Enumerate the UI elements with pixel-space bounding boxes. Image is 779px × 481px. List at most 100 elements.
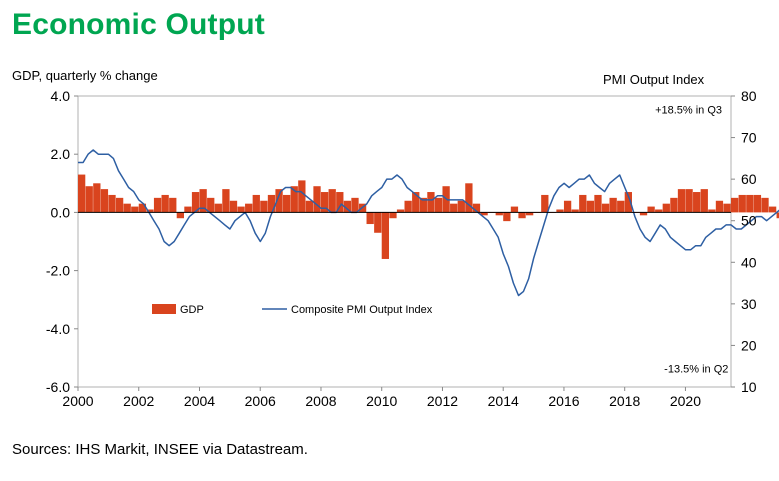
left-tick-label: 4.0 xyxy=(51,88,71,104)
gdp-bar xyxy=(715,200,724,213)
gdp-bar xyxy=(472,203,481,213)
x-tick-label: 2010 xyxy=(366,393,397,409)
gdp-bar xyxy=(495,212,503,216)
x-tick-label: 2000 xyxy=(62,393,93,409)
gdp-bar xyxy=(260,200,268,213)
gdp-bar xyxy=(434,197,443,213)
gdp-bar xyxy=(396,209,405,213)
gdp-bar xyxy=(518,212,526,219)
gdp-bar xyxy=(685,189,693,213)
gdp-bar xyxy=(252,194,260,213)
gdp-bar xyxy=(525,212,534,216)
right-tick-label: 70 xyxy=(741,130,757,146)
gdp-bar xyxy=(237,206,245,213)
gdp-bar xyxy=(245,203,253,213)
gdp-bar xyxy=(320,192,329,213)
gdp-bar xyxy=(594,194,602,213)
gdp-bar xyxy=(639,212,648,216)
gdp-bar xyxy=(761,197,769,213)
gdp-bar xyxy=(571,209,579,213)
x-tick-label: 2012 xyxy=(427,393,458,409)
legend-gdp-label: GDP xyxy=(180,304,204,316)
right-tick-label: 20 xyxy=(741,337,757,353)
annotation-label: -13.5% in Q2 xyxy=(664,363,728,375)
right-tick-label: 80 xyxy=(741,88,757,104)
source-note: Sources: IHS Markit, INSEE via Datastrea… xyxy=(12,441,308,458)
gdp-bar xyxy=(670,197,678,213)
legend: GDP Composite PMI Output Index xyxy=(152,304,433,316)
chart-frame xyxy=(77,95,732,388)
gdp-bar xyxy=(283,194,291,213)
gdp-bar xyxy=(153,197,162,213)
gdp-bar xyxy=(131,206,139,213)
right-tick-label: 50 xyxy=(741,213,757,229)
left-axis-title: GDP, quarterly % change xyxy=(12,68,158,83)
gdp-bar xyxy=(662,203,670,213)
gdp-bar xyxy=(609,197,617,213)
plot-frame xyxy=(77,95,732,388)
gdp-bar xyxy=(191,192,200,213)
gdp-bar xyxy=(419,197,427,213)
gdp-bar xyxy=(723,203,731,213)
gdp-bar xyxy=(427,192,435,213)
gdp-bar xyxy=(510,206,519,213)
gdp-bar xyxy=(146,209,154,213)
pmi-line xyxy=(78,149,779,297)
legend-pmi-label: Composite PMI Output Index xyxy=(291,304,433,316)
gdp-bar xyxy=(267,194,276,213)
gdp-bar xyxy=(480,212,488,216)
gdp-bar xyxy=(176,212,184,219)
gdp-bar xyxy=(541,194,549,213)
left-tick-label: -4.0 xyxy=(46,321,70,337)
x-tick-label: 2016 xyxy=(548,393,579,409)
gdp-bar xyxy=(100,189,109,213)
gdp-bar xyxy=(366,212,374,225)
gdp-bar xyxy=(298,180,306,213)
right-tick-label: 30 xyxy=(741,296,757,312)
gdp-bar xyxy=(503,212,511,222)
gdp-bar xyxy=(677,189,686,213)
gdp-bar xyxy=(199,189,207,213)
x-tick-label: 2006 xyxy=(245,393,276,409)
x-tick-label: 2002 xyxy=(123,393,154,409)
right-axis-title: PMI Output Index xyxy=(603,72,705,87)
x-tick-label: 2018 xyxy=(609,393,640,409)
gdp-bar xyxy=(184,206,192,213)
axes: 4.02.00.0-2.0-4.0-6.08070605040302010200… xyxy=(46,88,757,409)
gdp-bar xyxy=(465,183,473,213)
gdp-bar xyxy=(313,186,321,213)
gdp-bar xyxy=(222,189,230,213)
gdp-bar xyxy=(617,200,625,213)
gdp-bar xyxy=(138,203,147,213)
gdp-bar xyxy=(169,197,177,213)
legend-gdp-swatch xyxy=(152,304,176,314)
gdp-bar xyxy=(753,194,762,213)
gdp-bar xyxy=(556,209,564,213)
gdp-bar xyxy=(412,192,420,213)
gdp-bar xyxy=(108,194,116,213)
gdp-bar xyxy=(78,174,86,213)
gdp-bar xyxy=(693,192,701,213)
gdp-bar xyxy=(404,200,412,213)
gdp-bar xyxy=(647,206,655,213)
gdp-bar xyxy=(351,197,359,213)
chart-title: Economic Output xyxy=(12,8,265,41)
gdp-bar xyxy=(655,209,663,213)
x-tick-label: 2020 xyxy=(670,393,701,409)
gdp-bar xyxy=(624,192,632,213)
annotation-label: +18.5% in Q3 xyxy=(655,104,722,116)
gdp-bars xyxy=(78,174,779,259)
left-tick-label: 2.0 xyxy=(51,146,71,162)
gdp-bar xyxy=(708,209,716,213)
right-tick-label: 40 xyxy=(741,254,757,270)
gdp-bar xyxy=(457,200,465,213)
gdp-bar xyxy=(214,203,222,213)
x-tick-label: 2014 xyxy=(488,393,519,409)
gdp-bar xyxy=(115,197,124,213)
gdp-bar xyxy=(700,189,708,213)
gdp-bar xyxy=(776,212,779,219)
gdp-bar xyxy=(586,200,595,213)
pmi-line-group xyxy=(78,149,779,297)
gdp-bar xyxy=(275,189,283,213)
